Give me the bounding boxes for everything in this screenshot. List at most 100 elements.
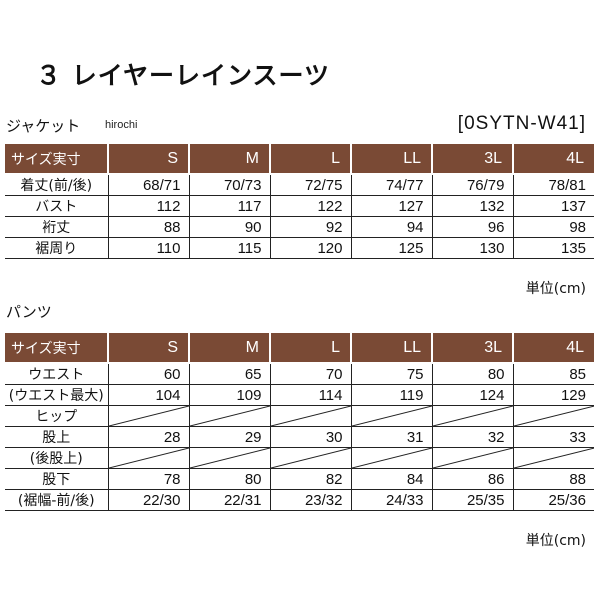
size-header-m: M xyxy=(188,144,270,175)
table-cell: 90 xyxy=(188,216,270,238)
table-cell: 129 xyxy=(512,384,594,406)
table-cell: 70/73 xyxy=(188,174,270,196)
jacket-section-label: ジャケット xyxy=(6,117,81,135)
table-cell: 112 xyxy=(107,195,189,217)
table-cell: 22/31 xyxy=(188,489,270,511)
table-cell: 30 xyxy=(269,426,351,448)
table-cell: 86 xyxy=(431,468,513,490)
table-cell: 29 xyxy=(188,426,270,448)
table-row: ヒップ xyxy=(5,405,594,427)
size-header-label: サイズ実寸 xyxy=(5,144,108,175)
size-header-m: M xyxy=(188,333,270,364)
table-cell: 120 xyxy=(269,237,351,259)
empty-cell-slash xyxy=(269,447,351,469)
row-label: ウエスト xyxy=(5,363,108,385)
table-cell: 104 xyxy=(107,384,189,406)
table-cell: 75 xyxy=(350,363,432,385)
size-header-3l: 3L xyxy=(431,144,513,175)
row-label: (後股上) xyxy=(5,447,108,469)
pants-header-row: サイズ実寸 S M L LL 3L 4L xyxy=(5,333,594,364)
table-cell: 25/36 xyxy=(512,489,594,511)
size-header-l: L xyxy=(269,333,351,364)
table-cell: 74/77 xyxy=(350,174,432,196)
row-label: 着丈(前/後) xyxy=(5,174,108,196)
row-label: 裄丈 xyxy=(5,216,108,238)
table-cell: 23/32 xyxy=(269,489,351,511)
table-cell: 130 xyxy=(431,237,513,259)
empty-cell-slash xyxy=(188,447,270,469)
empty-cell-slash xyxy=(107,405,189,427)
jacket-header-row: サイズ実寸 S M L LL 3L 4L xyxy=(5,144,594,175)
row-label: (ウエスト最大) xyxy=(5,384,108,406)
table-cell: 135 xyxy=(512,237,594,259)
table-cell: 85 xyxy=(512,363,594,385)
table-cell: 76/79 xyxy=(431,174,513,196)
jacket-size-table: サイズ実寸 S M L LL 3L 4L 着丈(前/後) 68/71 70/73 72/75 74/… xyxy=(5,144,594,259)
table-cell: 60 xyxy=(107,363,189,385)
size-header-4l: 4L xyxy=(512,333,594,364)
empty-cell-slash xyxy=(107,447,189,469)
row-label: 股上 xyxy=(5,426,108,448)
empty-cell-slash xyxy=(512,447,594,469)
table-row: 股下 78 80 82 84 86 88 xyxy=(5,468,594,490)
size-header-label: サイズ実寸 xyxy=(5,333,108,364)
pants-section-label: パンツ xyxy=(6,303,52,321)
size-header-s: S xyxy=(107,333,189,364)
table-cell: 125 xyxy=(350,237,432,259)
table-cell: 94 xyxy=(350,216,432,238)
row-label: バスト xyxy=(5,195,108,217)
table-row: 裾周り 110 115 120 125 130 135 xyxy=(5,237,594,259)
table-cell: 122 xyxy=(269,195,351,217)
watermark-text: hirochi xyxy=(105,119,138,131)
table-cell: 72/75 xyxy=(269,174,351,196)
table-cell: 24/33 xyxy=(350,489,432,511)
table-cell: 65 xyxy=(188,363,270,385)
table-cell: 127 xyxy=(350,195,432,217)
table-cell: 110 xyxy=(107,237,189,259)
pants-unit-note: 単位(cm) xyxy=(525,533,586,549)
table-row: 股上 28 29 30 31 32 33 xyxy=(5,426,594,448)
pants-size-table: サイズ実寸 S M L LL 3L 4L ウエスト 60 65 70 75 80 85 (ウエスト最大) 1… xyxy=(5,333,594,511)
table-cell: 22/30 xyxy=(107,489,189,511)
table-row: ウエスト 60 65 70 75 80 85 xyxy=(5,363,594,385)
table-cell: 68/71 xyxy=(107,174,189,196)
table-cell: 25/35 xyxy=(431,489,513,511)
empty-cell-slash xyxy=(431,447,513,469)
table-cell: 28 xyxy=(107,426,189,448)
table-cell: 98 xyxy=(512,216,594,238)
row-label: 裾周り xyxy=(5,237,108,259)
table-cell: 92 xyxy=(269,216,351,238)
table-cell: 82 xyxy=(269,468,351,490)
table-row: バスト 112 117 122 127 132 137 xyxy=(5,195,594,217)
jacket-unit-note: 単位(cm) xyxy=(525,281,586,297)
table-cell: 96 xyxy=(431,216,513,238)
table-row: 裄丈 88 90 92 94 96 98 xyxy=(5,216,594,238)
row-label: ヒップ xyxy=(5,405,108,427)
table-row: (後股上) xyxy=(5,447,594,469)
table-cell: 78 xyxy=(107,468,189,490)
table-row: (裾幅-前/後) 22/30 22/31 23/32 24/33 25/35 25/36 xyxy=(5,489,594,511)
table-cell: 84 xyxy=(350,468,432,490)
table-cell: 119 xyxy=(350,384,432,406)
table-row: 着丈(前/後) 68/71 70/73 72/75 74/77 76/79 78/81 xyxy=(5,174,594,196)
empty-cell-slash xyxy=(269,405,351,427)
size-header-4l: 4L xyxy=(512,144,594,175)
size-header-ll: LL xyxy=(350,333,432,364)
table-row: (ウエスト最大) 104 109 114 119 124 129 xyxy=(5,384,594,406)
table-cell: 78/81 xyxy=(512,174,594,196)
table-cell: 33 xyxy=(512,426,594,448)
table-cell: 124 xyxy=(431,384,513,406)
size-header-s: S xyxy=(107,144,189,175)
table-cell: 114 xyxy=(269,384,351,406)
page-title: ３ レイヤーレインスーツ xyxy=(36,61,330,90)
empty-cell-slash xyxy=(350,447,432,469)
empty-cell-slash xyxy=(188,405,270,427)
table-cell: 80 xyxy=(431,363,513,385)
empty-cell-slash xyxy=(512,405,594,427)
table-cell: 32 xyxy=(431,426,513,448)
row-label: 股下 xyxy=(5,468,108,490)
model-number: [0SYTN-W41] xyxy=(457,113,586,134)
table-cell: 88 xyxy=(107,216,189,238)
row-label: (裾幅-前/後) xyxy=(5,489,108,511)
empty-cell-slash xyxy=(431,405,513,427)
